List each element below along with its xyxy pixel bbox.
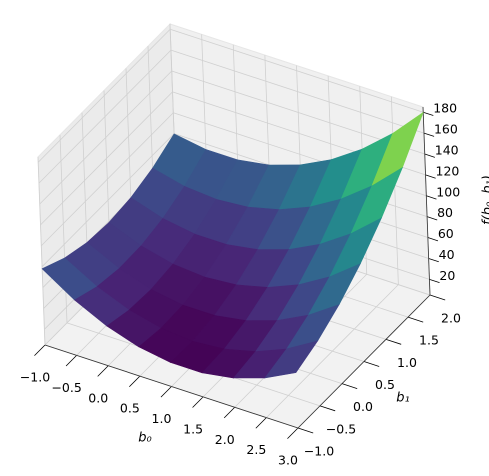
grid-line — [170, 28, 424, 113]
x-tick-label: 0.0 — [88, 390, 108, 405]
z-axis-label: f(b₀, b₁) — [481, 175, 489, 225]
x-tick-label: 1.5 — [183, 421, 203, 436]
y-tick-label: 0.0 — [353, 399, 373, 414]
tick-mark — [341, 383, 358, 390]
y-tick-label: −0.5 — [326, 421, 356, 436]
grid-line — [41, 112, 174, 247]
tick-mark — [429, 278, 440, 284]
y-tick-label: 1.5 — [419, 333, 439, 348]
grid-line — [39, 70, 173, 205]
tick-mark — [192, 396, 204, 408]
tick-mark — [426, 216, 438, 221]
y-tick-label: 1.0 — [397, 355, 417, 370]
tick-mark — [160, 386, 172, 398]
x-tick-label: −1.0 — [20, 370, 50, 385]
z-tick-label: 80 — [437, 205, 453, 220]
x-tick-label: 2.5 — [246, 442, 266, 457]
z-tick-label: 140 — [435, 143, 459, 158]
x-tick-label: 3.0 — [278, 453, 298, 468]
x-tick-label: −0.5 — [51, 380, 81, 395]
tick-mark — [287, 427, 299, 439]
tick-mark — [423, 132, 435, 137]
grid-line — [38, 49, 172, 184]
tick-mark — [428, 258, 439, 263]
tick-mark — [223, 406, 236, 419]
z-tick-label: 180 — [433, 101, 457, 116]
tick-mark — [129, 375, 141, 388]
tick-mark — [429, 294, 446, 301]
axis-line — [297, 294, 431, 429]
tick-mark — [363, 361, 380, 367]
tick-mark — [407, 316, 424, 323]
tick-mark — [65, 355, 77, 367]
grid-line — [41, 133, 175, 267]
x-axis-label: b₀ — [138, 431, 152, 446]
tick-mark — [426, 195, 437, 200]
y-axis-label: b₁ — [396, 391, 409, 406]
y-tick-label: −1.0 — [304, 444, 334, 459]
tick-mark — [97, 365, 109, 377]
tick-mark — [34, 344, 46, 356]
grid-line — [170, 49, 425, 134]
tick-mark — [423, 111, 434, 116]
y-tick-label: 2.0 — [441, 311, 461, 326]
surface-patch — [264, 340, 319, 379]
z-tick-label: 120 — [436, 163, 460, 178]
axis-line — [422, 106, 431, 296]
z-tick-label: 160 — [434, 122, 458, 137]
axis-line — [44, 344, 299, 429]
surface — [41, 111, 424, 379]
tick-mark — [297, 427, 314, 434]
z-tick-label: 40 — [439, 247, 455, 262]
y-tick-label: 0.5 — [375, 377, 395, 392]
tick-mark — [319, 405, 336, 412]
grid-line — [390, 96, 399, 285]
grid-line — [37, 156, 46, 346]
tick-mark — [427, 237, 439, 242]
z-tick-label: 100 — [436, 184, 460, 199]
labels: b₀ b₁ f(b₀, b₁) −1.0−0.50.00.51.01.52.02… — [20, 101, 489, 468]
x-tick-label: 2.0 — [215, 432, 235, 447]
z-tick-label: 60 — [438, 226, 454, 241]
grid-line — [37, 28, 171, 163]
x-tick-label: 0.5 — [120, 401, 140, 416]
tick-mark — [385, 338, 402, 345]
x-tick-label: 1.0 — [152, 411, 172, 426]
tick-mark — [424, 153, 435, 158]
tick-mark — [425, 174, 436, 179]
tick-mark — [255, 417, 267, 429]
z-tick-label: 20 — [439, 268, 455, 283]
grid-line — [40, 91, 173, 226]
